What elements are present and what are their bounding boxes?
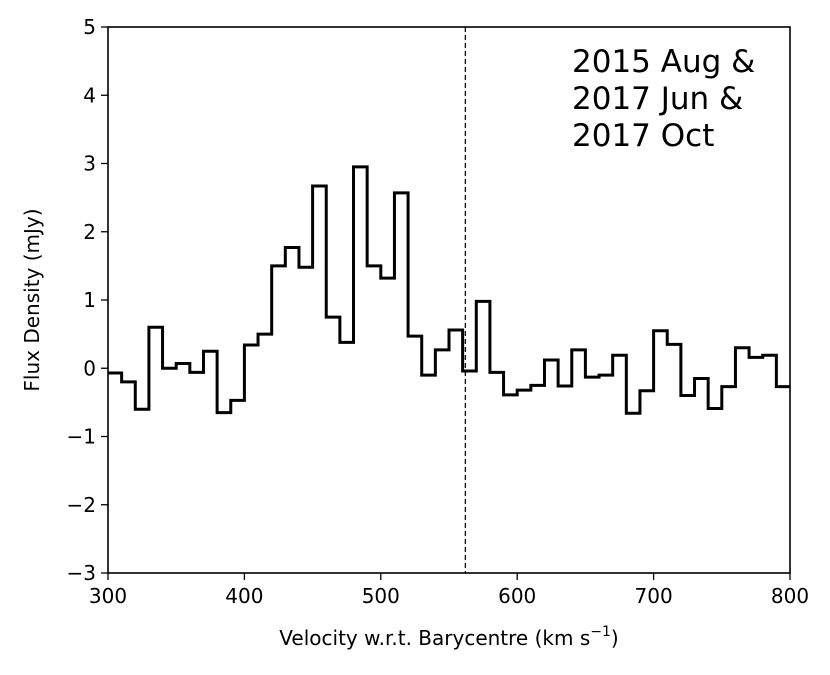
annotation-line: 2017 Oct (572, 118, 714, 154)
y-tick-label: 1 (83, 288, 96, 312)
x-axis-label-text: Velocity w.r.t. Barycentre (km s (279, 626, 590, 650)
y-tick-label: 5 (83, 15, 96, 39)
y-tick-label: 3 (83, 152, 96, 176)
x-tick-label: 800 (771, 584, 809, 608)
annotation-line: 2017 Jun & (572, 81, 743, 117)
y-tick-label: 0 (83, 356, 96, 380)
x-tick-label: 700 (635, 584, 673, 608)
x-tick-label: 400 (225, 584, 263, 608)
x-axis-label-close: ) (611, 626, 619, 650)
annotation: 2015 Aug & 2017 Jun & 2017 Oct (572, 44, 755, 154)
spectrum-line (108, 165, 790, 415)
y-tick-label: 2 (83, 220, 96, 244)
annotation-line: 2015 Aug & (572, 44, 755, 80)
x-axis-label: Velocity w.r.t. Barycentre (km s−1) (279, 624, 618, 650)
y-axis-label: Flux Density (mJy) (20, 208, 44, 391)
y-axis: −3 −2 −1 0 1 2 3 4 5 (67, 15, 108, 585)
y-tick-label: −2 (67, 493, 96, 517)
y-tick-label: 4 (83, 83, 96, 107)
x-tick-label: 300 (89, 584, 127, 608)
plot-area (108, 27, 790, 573)
y-tick-label: −1 (67, 425, 96, 449)
x-axis-label-exponent: −1 (590, 624, 611, 640)
x-tick-label: 600 (498, 584, 536, 608)
x-axis: 300 400 500 600 700 800 (89, 573, 809, 608)
y-tick-label: −3 (67, 561, 96, 585)
x-tick-label: 500 (362, 584, 400, 608)
